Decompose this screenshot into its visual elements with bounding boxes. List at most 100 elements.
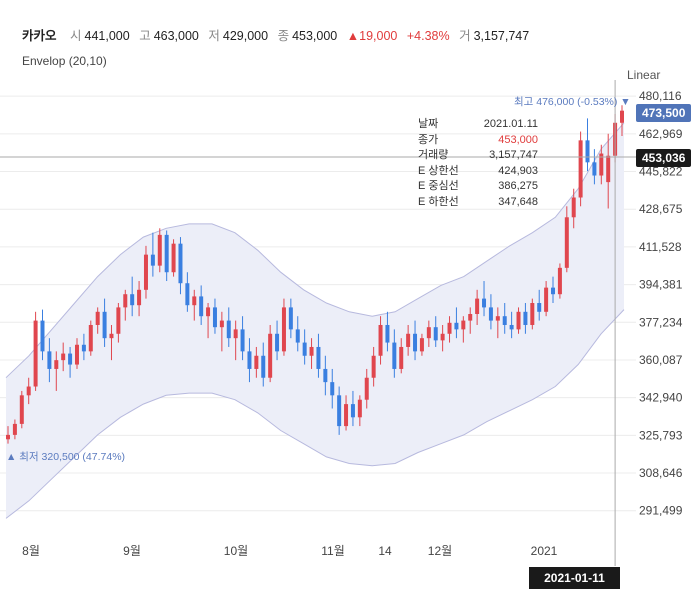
candle-body	[557, 267, 562, 295]
tooltip-value: 347,648	[498, 195, 538, 208]
tooltip-row: E 중심선 386,275	[418, 179, 538, 195]
tooltip-row: 거래량 3,157,747	[418, 148, 538, 164]
data-tooltip: 날짜 2021.01.11 종가 453,000 거래량 3,157,747 E 상한선 42…	[418, 117, 538, 210]
open-value: 441,000	[84, 29, 130, 43]
candle-body	[571, 197, 576, 218]
candle-body	[523, 311, 528, 325]
candle-body	[364, 377, 369, 400]
candle-body	[461, 320, 466, 330]
candle-body	[530, 303, 535, 325]
y-tick-label: 377,234	[639, 315, 683, 329]
candle-body	[447, 322, 452, 334]
candle-body	[268, 333, 273, 378]
low-label: 저	[208, 29, 220, 43]
candle-body	[295, 329, 300, 343]
up-arrow-icon: ▲	[346, 29, 360, 43]
candle-body	[81, 344, 86, 352]
candle-body	[164, 234, 169, 273]
candle-body	[178, 243, 183, 284]
candle-body	[40, 320, 45, 352]
tooltip-value: 453,000	[498, 133, 538, 146]
change-value: 19,000	[359, 29, 398, 43]
stock-name: 카카오	[22, 29, 57, 43]
candle-body	[206, 307, 211, 317]
tooltip-row: E 하한선 347,648	[418, 195, 538, 211]
tooltip-label: E 상한선	[418, 164, 459, 177]
candle-body	[330, 382, 335, 396]
candle-body	[551, 287, 556, 295]
candle-body	[26, 386, 31, 396]
candle-body	[516, 311, 521, 330]
indicator-label[interactable]: Envelop (20,10)	[22, 54, 107, 68]
candle-body	[68, 353, 73, 365]
candle-body	[426, 327, 431, 339]
candle-body	[102, 311, 107, 339]
candle-body	[323, 368, 328, 383]
candle-body	[406, 333, 411, 347]
low-value: 429,000	[222, 29, 269, 43]
y-tick-label: 428,675	[639, 202, 683, 216]
candle-body	[606, 155, 611, 183]
tooltip-label: 날짜	[418, 118, 439, 130]
candle-body	[399, 346, 404, 369]
candle-body	[413, 333, 418, 352]
candle-body	[275, 333, 280, 352]
candle-body	[357, 399, 362, 418]
y-tick-label: 325,793	[639, 428, 683, 442]
candle-body	[150, 254, 155, 266]
candle-body	[19, 395, 24, 424]
candle-body	[123, 294, 128, 308]
candle-body	[468, 313, 473, 321]
candle-body	[475, 298, 480, 314]
tooltip-row: E 상한선 424,903	[418, 164, 538, 180]
x-tick-label: 12월	[428, 544, 452, 558]
tooltip-label: E 하한선	[418, 195, 459, 208]
candle-body	[171, 243, 176, 273]
candle-body	[61, 353, 66, 361]
change-percent: +4.38%	[406, 29, 450, 43]
volume-label: 거	[459, 29, 471, 43]
candle-body	[116, 307, 121, 334]
candle-body	[309, 346, 314, 356]
x-tick-label: 9월	[123, 544, 141, 558]
close-value: 453,000	[292, 29, 338, 43]
tooltip-label: 거래량	[418, 149, 449, 161]
close-label: 종	[277, 29, 290, 43]
cursor-date-label: 2021-01-11	[529, 567, 620, 589]
candle-body	[544, 287, 549, 312]
envelope-upper-line	[5, 122, 625, 379]
max-annotation: 최고 476,000 (-0.53%) ▼	[514, 96, 631, 108]
envelope-band	[6, 122, 624, 519]
candle-body	[620, 110, 624, 123]
high-value: 463,000	[153, 29, 199, 43]
scale-toggle[interactable]: Linear	[627, 68, 661, 82]
candle-body	[578, 140, 583, 198]
candle-body	[316, 346, 321, 369]
y-tick-label: 445,822	[639, 165, 683, 179]
candle-body	[378, 324, 383, 356]
candle-body	[488, 307, 493, 321]
y-tick-label: 394,381	[639, 278, 683, 292]
candle-body	[157, 234, 162, 266]
y-tick-label: 291,499	[639, 504, 683, 518]
tooltip-label: 종가	[418, 133, 439, 146]
candle-body	[47, 351, 52, 369]
candle-body	[240, 329, 245, 352]
y-tick-label: 411,528	[639, 240, 682, 254]
candle-body	[261, 355, 266, 378]
candle-body	[130, 294, 135, 306]
candle-body	[247, 351, 252, 369]
candle-body	[143, 254, 148, 290]
candle-body	[233, 329, 238, 339]
candle-body	[226, 320, 231, 339]
tooltip-value: 386,275	[498, 180, 538, 192]
cursor-price-badge: 453,036	[636, 149, 692, 167]
candle-body	[109, 333, 114, 339]
candle-body	[74, 344, 79, 365]
candle-body	[433, 327, 438, 341]
candle-body	[564, 217, 569, 268]
candle-body	[254, 355, 259, 369]
candle-body	[419, 338, 424, 352]
candle-body	[585, 140, 590, 163]
